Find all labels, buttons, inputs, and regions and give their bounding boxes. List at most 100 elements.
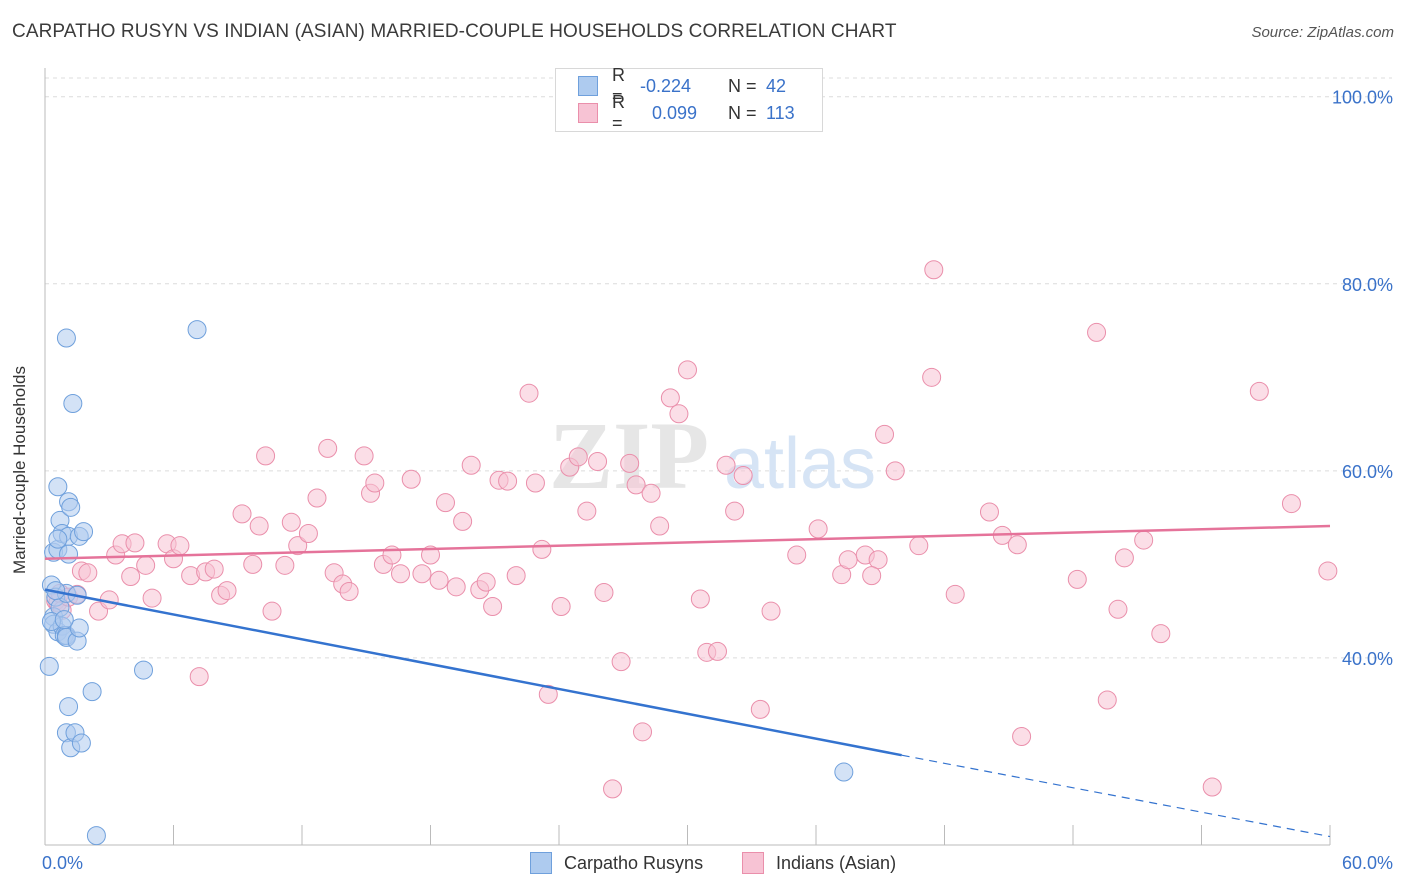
data-point: [633, 722, 653, 742]
data-point: [170, 536, 190, 556]
data-point: [838, 550, 858, 570]
data-point: [71, 733, 91, 753]
data-point: [568, 447, 588, 467]
legend-swatch-indians: [578, 103, 598, 123]
data-point: [525, 473, 545, 493]
data-point: [412, 564, 432, 584]
y-axis-label: Married-couple Households: [10, 366, 29, 574]
legend-r-label: R =: [612, 92, 625, 133]
data-point: [875, 424, 895, 444]
data-point: [1108, 599, 1128, 619]
bottom-legend-label-carpatho: Carpatho Rusyns: [564, 852, 704, 873]
data-point: [1202, 777, 1222, 797]
data-point: [307, 488, 327, 508]
legend-r-label: R =: [612, 65, 625, 106]
data-point: [61, 497, 81, 517]
data-point: [446, 577, 466, 597]
data-point: [603, 779, 623, 799]
legend-row-indians: R = 0.099 N = 113: [578, 92, 795, 133]
data-point: [808, 519, 828, 539]
data-point: [59, 697, 79, 717]
trend-line-dashed: [901, 754, 1331, 838]
data-point: [318, 438, 338, 458]
data-point: [121, 567, 141, 587]
data-point: [1134, 530, 1154, 550]
data-point: [1151, 624, 1171, 644]
data-point: [204, 559, 224, 579]
data-point: [1087, 322, 1107, 342]
bottom-legend-swatch-indians: [742, 852, 764, 874]
data-point: [641, 483, 661, 503]
data-point: [281, 512, 301, 532]
series-carpatho-rusyns: [39, 320, 854, 846]
data-point: [1114, 548, 1134, 568]
data-point: [217, 581, 237, 601]
data-point: [429, 570, 449, 590]
x-tick-label: 0.0%: [42, 853, 83, 873]
data-point: [48, 529, 68, 549]
data-point: [1249, 381, 1269, 401]
data-point: [588, 452, 608, 471]
legend-swatch-carpatho: [578, 76, 598, 96]
data-point: [54, 610, 74, 630]
data-point: [733, 466, 753, 486]
data-point: [868, 550, 888, 570]
series-indians-asian: [46, 260, 1338, 799]
data-point: [660, 388, 680, 408]
legend-n-label: N =: [728, 102, 757, 123]
data-point: [134, 660, 154, 680]
data-point: [125, 533, 145, 553]
bottom-legend-label-indians: Indians (Asian): [776, 852, 897, 873]
bottom-legend-swatch-carpatho: [530, 852, 552, 874]
data-point: [594, 582, 614, 602]
data-point: [669, 404, 689, 424]
tick-labels: 40.0% 60.0% 80.0% 100.0% 0.0% 60.0%: [42, 88, 1393, 873]
axes: [44, 68, 1331, 846]
data-point: [275, 555, 295, 575]
data-point: [1097, 690, 1117, 710]
data-point: [142, 588, 162, 608]
data-point: [476, 572, 496, 592]
trend-line: [44, 524, 1331, 561]
legend-n-label: N =: [728, 75, 757, 96]
stats-legend: R = -0.224 N = 42 R = 0.099 N = 113: [555, 65, 823, 133]
data-point: [262, 601, 282, 621]
data-point: [787, 545, 807, 565]
data-point: [690, 589, 710, 609]
y-tick-label: 80.0%: [1342, 275, 1393, 295]
data-point: [611, 652, 631, 672]
data-point: [365, 473, 385, 493]
data-point: [620, 453, 640, 473]
y-tick-label: 60.0%: [1342, 462, 1393, 482]
data-point: [82, 682, 102, 702]
data-point: [63, 394, 83, 414]
data-point: [232, 504, 252, 524]
data-point: [506, 566, 526, 586]
chart-title: CARPATHO RUSYN VS INDIAN (ASIAN) MARRIED…: [12, 21, 897, 42]
source-label: Source: ZipAtlas.com: [1251, 24, 1394, 41]
data-point: [78, 563, 98, 583]
data-point: [401, 469, 421, 489]
data-point: [483, 596, 503, 616]
data-point: [69, 618, 89, 638]
data-point: [74, 522, 94, 542]
data-point: [48, 477, 68, 497]
data-point: [725, 501, 745, 521]
data-point: [354, 446, 374, 466]
data-point: [519, 383, 539, 403]
trend-line-solid: [44, 588, 902, 757]
data-point: [909, 536, 929, 556]
data-point: [298, 524, 318, 544]
data-point: [86, 826, 106, 846]
legend-n-value: 113: [766, 102, 795, 123]
data-point: [288, 536, 308, 556]
data-point: [1012, 726, 1032, 746]
data-point: [626, 475, 646, 495]
data-point: [716, 455, 736, 475]
data-point: [577, 501, 597, 521]
legend-row-carpatho: R = -0.224 N = 42: [578, 65, 786, 106]
watermark-atlas: atlas: [724, 424, 876, 504]
data-point: [39, 656, 59, 676]
data-point: [189, 667, 209, 687]
data-point: [538, 684, 558, 704]
